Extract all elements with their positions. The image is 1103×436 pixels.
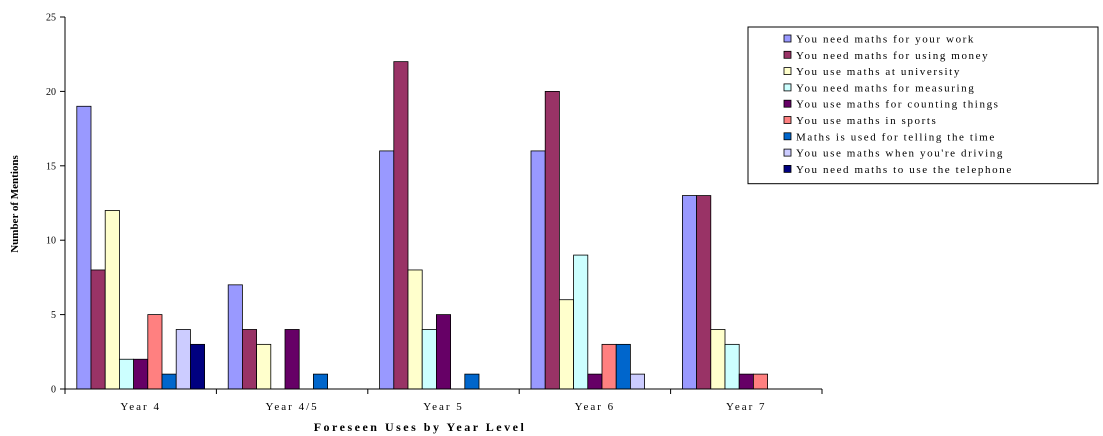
bar	[175, 329, 191, 390]
bar	[161, 373, 177, 390]
bar	[393, 61, 409, 390]
legend-label: Maths is used for telling the time	[796, 131, 996, 143]
bar	[379, 150, 395, 390]
x-axis-label: Foreseen Uses by Year Level	[314, 420, 527, 434]
bar	[630, 373, 646, 390]
bar	[284, 329, 300, 390]
legend-swatch	[783, 50, 792, 59]
bar	[227, 284, 243, 390]
legend-label: You need maths for your work	[796, 34, 975, 46]
bar	[119, 358, 135, 390]
bar	[407, 269, 423, 390]
bar	[90, 269, 106, 390]
y-tick-label: 20	[46, 87, 56, 98]
legend-swatch	[783, 132, 792, 141]
legend-label: You use maths in sports	[796, 115, 937, 127]
bar	[312, 373, 328, 390]
legend-label: You need maths to use the telephone	[796, 164, 1013, 176]
x-tick-label: Year 5	[423, 401, 464, 413]
chart-bars	[76, 61, 769, 390]
y-axis-label: Number of Mentions	[9, 154, 21, 252]
y-tick-label: 0	[51, 385, 56, 396]
bar	[256, 343, 272, 390]
legend-swatch	[783, 164, 792, 173]
bar	[464, 373, 480, 390]
legend-swatch	[783, 83, 792, 92]
bar	[710, 329, 726, 390]
bar	[544, 91, 560, 390]
x-axis-ticks: Year 4 Year 4/5 Year 5 Year 6 Year 7	[64, 389, 823, 413]
legend-label: You need maths for using money	[796, 50, 989, 62]
y-axis-ticks: 0 5 10 15 20 25	[46, 13, 65, 396]
legend-label: You use maths for counting things	[796, 99, 1000, 111]
bar	[530, 150, 546, 390]
bar	[601, 343, 617, 390]
x-tick-label: Year 7	[726, 401, 767, 413]
bar	[696, 195, 712, 390]
bar	[587, 373, 603, 390]
legend-swatch	[783, 99, 792, 108]
legend-label: You use maths at university	[796, 66, 961, 78]
bar	[753, 373, 769, 390]
bar	[738, 373, 754, 390]
y-tick-label: 10	[46, 236, 56, 247]
bar	[189, 343, 205, 390]
legend: You need maths for your work You need mat…	[747, 26, 1099, 185]
bar	[76, 105, 92, 390]
x-tick-label: Year 6	[575, 401, 616, 413]
bar	[559, 299, 575, 390]
legend-swatch	[783, 34, 792, 43]
y-tick-label: 5	[51, 310, 56, 321]
bar	[421, 329, 437, 390]
legend-swatch	[783, 116, 792, 124]
bar	[133, 358, 149, 390]
legend-label: You need maths for measuring	[796, 82, 975, 94]
bar	[104, 210, 120, 390]
y-tick-label: 15	[46, 161, 56, 172]
bar	[573, 254, 589, 390]
bar	[147, 314, 163, 390]
legend-swatch	[783, 67, 792, 75]
legend-label: You use maths when you're driving	[796, 148, 1004, 160]
legend-box	[747, 26, 1099, 185]
chart-axes	[64, 17, 822, 390]
y-tick-label: 25	[46, 13, 56, 24]
bar	[724, 343, 740, 390]
bar	[241, 329, 257, 390]
x-tick-label: Year 4/5	[266, 401, 319, 413]
legend-swatch	[783, 148, 792, 157]
bar	[435, 314, 451, 390]
x-tick-label: Year 4	[120, 401, 161, 413]
bar	[682, 195, 698, 390]
bar	[615, 343, 631, 390]
